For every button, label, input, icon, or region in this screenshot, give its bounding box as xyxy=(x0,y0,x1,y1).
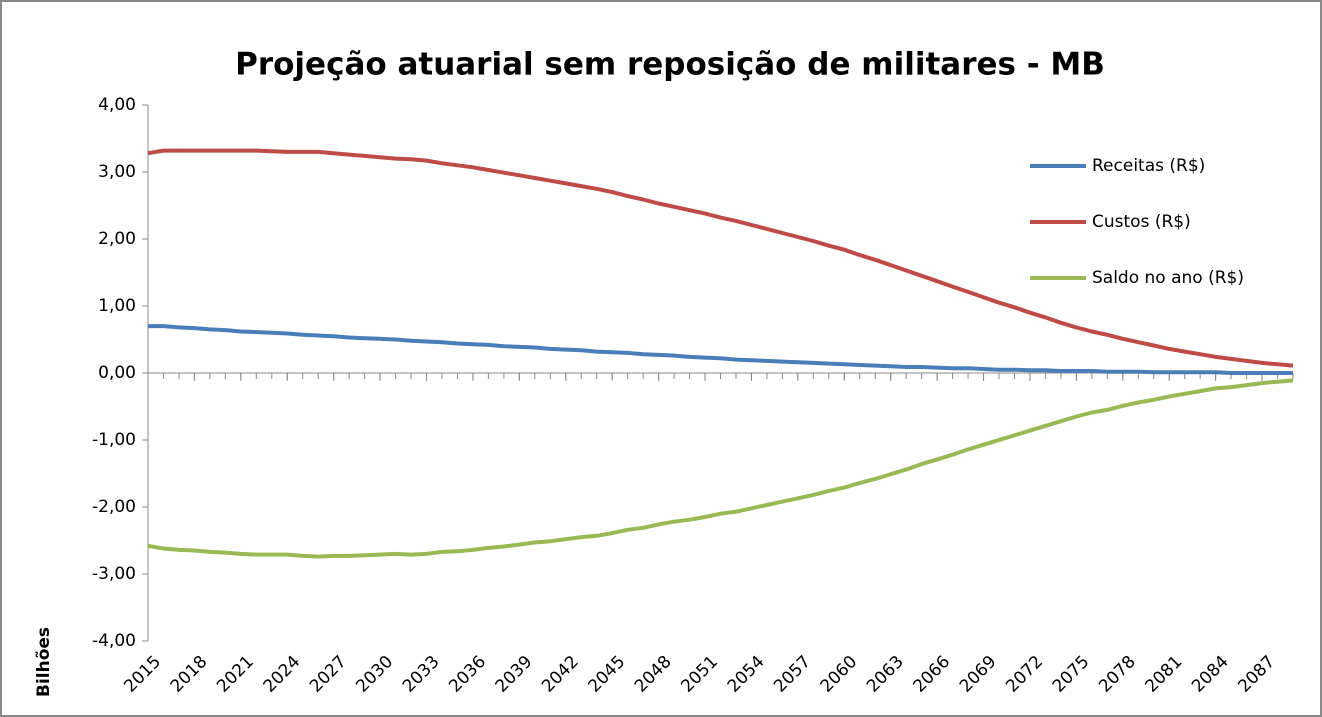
series-line xyxy=(147,148,1294,368)
legend-label: Custos (R$) xyxy=(1092,212,1191,232)
y-tick-label: 1,00 xyxy=(98,296,136,316)
y-tick-label: -4,00 xyxy=(92,631,136,651)
y-tick-label: 3,00 xyxy=(98,162,136,182)
legend-label: Receitas (R$) xyxy=(1092,156,1205,176)
legend-label: Saldo no ano (R$) xyxy=(1092,268,1244,288)
y-tick-label: 4,00 xyxy=(98,95,136,115)
series-line xyxy=(147,378,1294,559)
series-line xyxy=(148,324,1293,375)
y-tick-label: -2,00 xyxy=(92,497,136,517)
chart-title: Projeção atuarial sem reposição de milit… xyxy=(235,47,1105,83)
y-tick-label: 0,00 xyxy=(98,363,136,383)
y-tick-label: 2,00 xyxy=(98,229,136,249)
y-axis-label: Bilhões xyxy=(34,627,54,697)
y-tick-label: -1,00 xyxy=(92,430,136,450)
y-tick-label: -3,00 xyxy=(92,564,136,584)
